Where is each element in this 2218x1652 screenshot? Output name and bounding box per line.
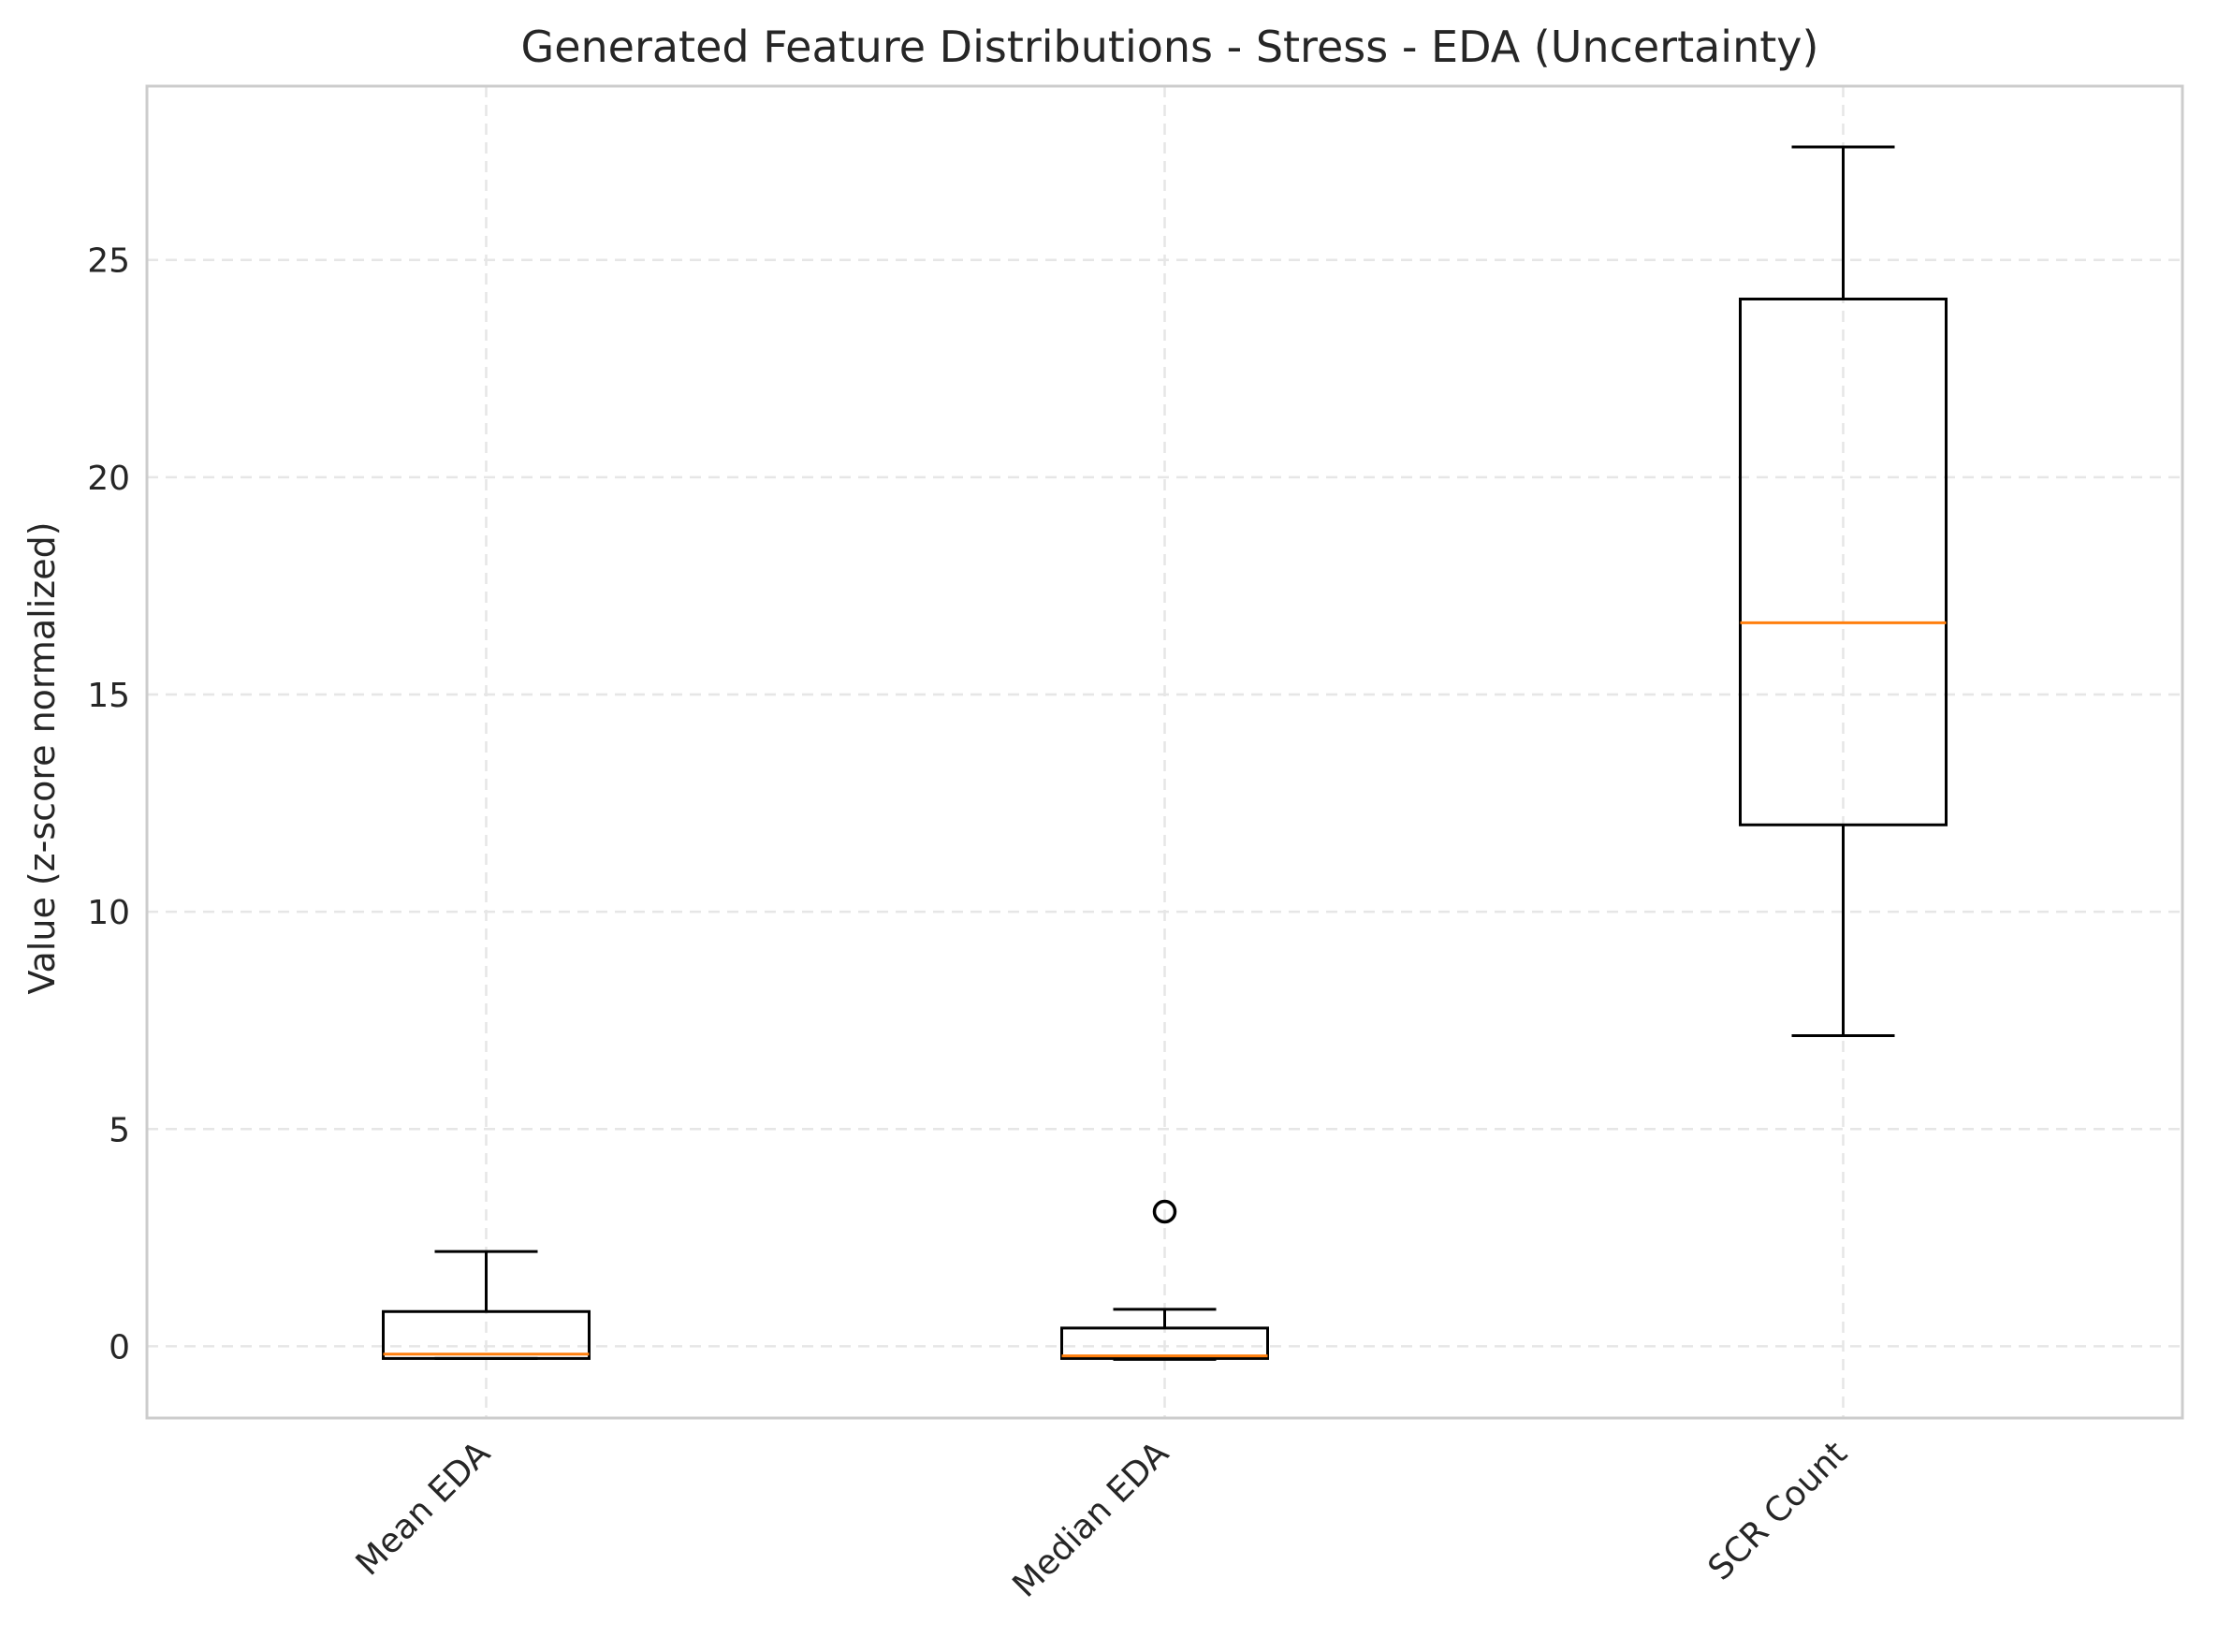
box-scr-count xyxy=(1739,145,1948,1037)
x-tick-label: Mean EDA xyxy=(349,1434,498,1583)
y-axis-ticks: 0 5 10 15 20 25 xyxy=(87,242,130,1367)
x-tick-label: SCR Count xyxy=(1701,1434,1855,1587)
outlier-point xyxy=(1152,1199,1177,1224)
chart-title: Generated Feature Distributions - Stress… xyxy=(521,22,1819,72)
y-tick-label: 0 xyxy=(109,1328,130,1367)
x-tick-label: Median EDA xyxy=(1006,1434,1177,1605)
plot-frame xyxy=(145,84,2184,1420)
y-tick-label: 10 xyxy=(87,894,130,932)
box-iqr xyxy=(1739,297,1948,826)
y-tick-label: 15 xyxy=(87,677,130,715)
boxes xyxy=(382,145,1948,1361)
x-axis-ticks: Mean EDA Median EDA SCR Count xyxy=(349,1434,1855,1605)
y-axis-label: Value (z-score normalized) xyxy=(22,521,63,994)
y-tick-label: 5 xyxy=(109,1111,130,1149)
grid xyxy=(147,86,2182,1418)
y-tick-label: 25 xyxy=(87,242,130,281)
box-iqr xyxy=(1060,1326,1269,1360)
box-iqr xyxy=(382,1309,591,1360)
box-mean-eda xyxy=(382,1250,591,1360)
y-tick-label: 20 xyxy=(87,460,130,498)
box-median-eda xyxy=(1060,1199,1269,1361)
